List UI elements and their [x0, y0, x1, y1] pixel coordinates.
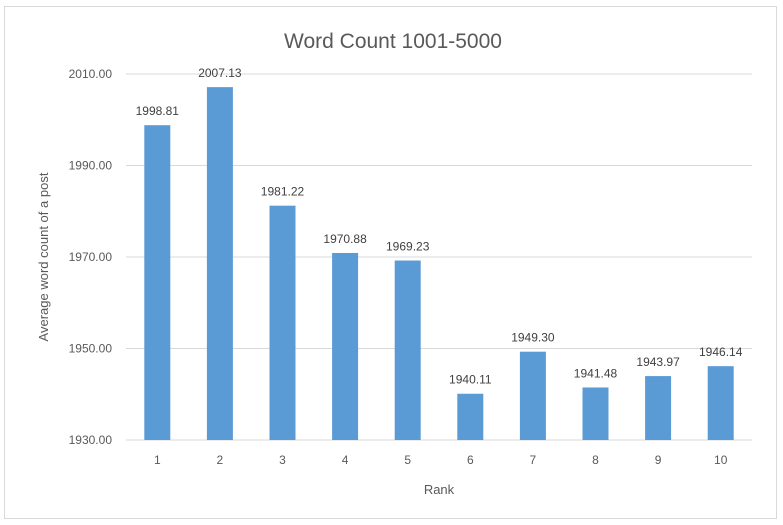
y-tick-label: 1990.00 — [69, 159, 113, 173]
y-tick-label: 1970.00 — [69, 250, 113, 264]
x-tick-label: 5 — [404, 453, 411, 467]
bar-rank-3 — [269, 205, 296, 440]
bar-rank-8 — [582, 387, 609, 440]
data-labels: 1998.81 2007.13 1981.22 1970.88 1969.23 1940.… — [136, 66, 743, 387]
x-tick-label: 10 — [714, 453, 728, 467]
data-label: 2007.13 — [198, 66, 242, 80]
y-tick-label: 1930.00 — [69, 433, 113, 447]
bar-rank-2 — [206, 87, 233, 440]
bar-rank-10 — [707, 366, 734, 440]
bars — [144, 87, 734, 441]
x-tick-label: 8 — [592, 453, 599, 467]
x-tick-label: 9 — [655, 453, 662, 467]
data-label: 1941.48 — [574, 366, 618, 380]
x-tick-label: 4 — [342, 453, 349, 467]
data-label: 1940.11 — [449, 373, 492, 387]
data-label: 1969.23 — [386, 240, 430, 254]
bar-rank-7 — [519, 351, 546, 440]
y-tick-label: 1950.00 — [69, 342, 113, 356]
data-label: 1998.81 — [136, 104, 180, 118]
axis-ticks: 1930.00 1950.00 1970.00 1990.00 2010.00 1 2 3 4 5… — [69, 67, 728, 467]
chart-title: Word Count 1001-5000 — [284, 30, 502, 53]
bar-rank-5 — [394, 260, 421, 440]
data-label: 1949.30 — [511, 331, 555, 345]
data-label: 1943.97 — [636, 355, 680, 369]
data-label: 1981.22 — [261, 185, 305, 199]
x-axis-title: Rank — [424, 482, 455, 497]
x-tick-label: 1 — [154, 453, 161, 467]
x-tick-label: 3 — [279, 453, 286, 467]
x-tick-label: 2 — [217, 453, 224, 467]
data-label: 1946.14 — [699, 345, 743, 359]
data-label: 1970.88 — [323, 232, 367, 246]
y-tick-label: 2010.00 — [69, 67, 113, 81]
x-tick-label: 7 — [530, 453, 537, 467]
bar-rank-6 — [457, 393, 484, 440]
bar-rank-4 — [332, 252, 359, 440]
bar-rank-9 — [645, 376, 672, 440]
y-axis-title: Average word count of a post — [36, 172, 51, 341]
bar-rank-1 — [144, 125, 171, 441]
x-tick-label: 6 — [467, 453, 474, 467]
